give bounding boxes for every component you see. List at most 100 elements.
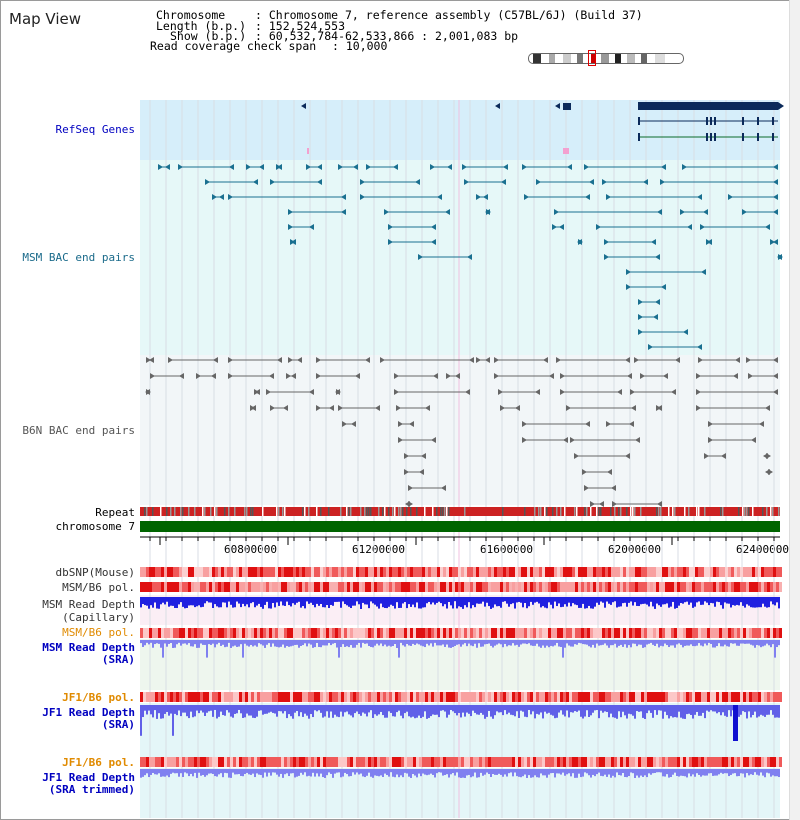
jf1-sra-depth-bar bbox=[318, 705, 320, 711]
dbsnp-heat-cell bbox=[272, 567, 275, 577]
msm-pol2-heat-cell bbox=[224, 628, 227, 638]
jf1-trim-depth-bar bbox=[716, 769, 718, 776]
jf1-sra-depth-bar bbox=[290, 705, 292, 717]
msm-cap-depth-bar bbox=[244, 597, 246, 607]
track-label-chromosome[interactable]: chromosome 7 bbox=[55, 520, 135, 533]
msm-pol2-heat-cell bbox=[701, 628, 704, 638]
msm-sra-depth-bar bbox=[290, 640, 292, 647]
dbsnp-heat-cell bbox=[680, 567, 683, 577]
dbsnp-heat-cell bbox=[419, 567, 422, 577]
track-label-refseq[interactable]: RefSeq Genes bbox=[55, 123, 135, 136]
track-label-msm-bac[interactable]: MSM BAC end pairs bbox=[22, 251, 135, 264]
b6n-bac-pair-end bbox=[627, 373, 632, 379]
track-label-jf1-pol-2[interactable]: JF1/B6 pol. bbox=[62, 756, 135, 769]
jf1-trim-depth-bar bbox=[374, 769, 376, 776]
dbsnp-heat-cell bbox=[221, 567, 224, 577]
jf1-trim-depth-bar bbox=[494, 769, 496, 775]
jf1-sra-depth-bar bbox=[166, 705, 168, 712]
msm-sra-depth-bar bbox=[676, 640, 678, 645]
msm-cap-depth-bar bbox=[690, 597, 692, 603]
jf1-sra-depth-bar bbox=[314, 705, 316, 711]
dbsnp-heat-cell bbox=[566, 567, 569, 577]
msm-cap-depth-bar bbox=[336, 597, 338, 602]
msm-cap-depth-bar bbox=[388, 597, 390, 607]
msm-cap-depth-bar bbox=[390, 597, 392, 605]
msm-pol2-heat-cell bbox=[503, 628, 506, 638]
msm-sra-depth-bar bbox=[424, 640, 426, 648]
msm-sra-depth-bar bbox=[366, 640, 368, 644]
jf1-trim-depth-bar bbox=[778, 769, 780, 778]
msm-sra-depth-bar bbox=[562, 640, 564, 658]
jf1-trim-depth-bar bbox=[720, 769, 722, 773]
track-label-msm-pol-1[interactable]: MSM/B6 pol. bbox=[62, 581, 135, 594]
msm-pol2-heat-cell bbox=[161, 628, 164, 638]
dbsnp-heat-cell bbox=[533, 567, 536, 577]
jf1-trim-depth-bar bbox=[632, 769, 634, 774]
jf1-trim-depth-bar bbox=[262, 769, 264, 778]
track-label-jf1-pol-1[interactable]: JF1/B6 pol. bbox=[62, 691, 135, 704]
msm-pol-heat-cell bbox=[410, 582, 413, 592]
msm-cap-depth-bar bbox=[494, 597, 496, 605]
msm-cap-depth-bar bbox=[394, 597, 396, 609]
b6n-bac-pair-end bbox=[535, 389, 540, 395]
jf1-pol-heat-cell bbox=[326, 692, 329, 702]
msm-pol-heat-cell bbox=[341, 582, 344, 592]
track-label-jf1-depth-sra-1[interactable]: JF1 Read Depth bbox=[42, 706, 135, 719]
track-label-dbsnp[interactable]: dbSNP(Mouse) bbox=[55, 566, 135, 579]
jf1-trim-depth-bar bbox=[692, 769, 694, 775]
repeat-element bbox=[632, 507, 634, 516]
msm-cap-depth-bar bbox=[302, 597, 304, 607]
jf1-trim-depth-bar bbox=[622, 769, 624, 774]
jf1-sra-depth-bar bbox=[490, 705, 492, 717]
track-label-msm-pol-2[interactable]: MSM/B6 pol. bbox=[62, 626, 135, 639]
msm-cap-depth-bar bbox=[648, 597, 650, 607]
msm-cap-depth-bar bbox=[308, 597, 310, 604]
msm-cap-depth-bar bbox=[144, 597, 146, 606]
track-label-jf1-depth-trim-1[interactable]: JF1 Read Depth bbox=[42, 771, 135, 784]
track-label-msm-depth-cap-1[interactable]: MSM Read Depth bbox=[42, 598, 135, 611]
track-label-msm-depth-sra-1[interactable]: MSM Read Depth bbox=[42, 641, 135, 654]
msm-sra-depth-bar bbox=[352, 640, 354, 648]
msm-pol-heat-cell bbox=[266, 582, 269, 592]
repeat-element bbox=[302, 507, 304, 516]
dbsnp-heat-cell bbox=[395, 567, 398, 577]
msm-pol2-heat-cell bbox=[308, 628, 311, 638]
jf1-trim-depth-bar bbox=[334, 769, 336, 774]
msm-sra-depth-bar bbox=[516, 640, 518, 645]
b6n-bac-pair-end bbox=[560, 373, 565, 379]
track-label-repeat[interactable]: Repeat bbox=[95, 506, 135, 519]
b6n-bac-pair-end bbox=[611, 485, 616, 491]
chromosome-ideogram[interactable] bbox=[528, 53, 684, 64]
jf1-sra-depth-bar bbox=[526, 705, 528, 718]
jf1-sra-depth-bar bbox=[750, 705, 752, 718]
dbsnp-heat-cell bbox=[146, 567, 149, 577]
repeat-element bbox=[180, 507, 182, 516]
b6n-bac-pair-end bbox=[704, 453, 709, 459]
jf1-pol-heat-cell bbox=[350, 692, 353, 702]
jf1-pol2-heat-cell bbox=[329, 757, 332, 767]
dbsnp-heat-cell bbox=[479, 567, 482, 577]
msm-bac-pair-end bbox=[384, 209, 389, 215]
msm-cap-depth-bar bbox=[466, 597, 468, 608]
msm-pol2-heat-cell bbox=[173, 628, 176, 638]
jf1-pol-heat-cell bbox=[650, 692, 653, 702]
jf1-sra-depth-bar bbox=[440, 705, 442, 711]
msm-cap-depth-bar bbox=[168, 597, 170, 607]
jf1-pol2-heat-cell bbox=[179, 757, 182, 767]
jf1-sra-depth-bar bbox=[330, 705, 332, 712]
jf1-pol2-heat-cell bbox=[764, 757, 767, 767]
jf1-pol2-heat-cell bbox=[740, 757, 743, 767]
msm-cap-depth-bar bbox=[574, 597, 576, 605]
jf1-trim-depth-bar bbox=[158, 769, 160, 774]
msm-sra-depth-bar bbox=[332, 640, 334, 644]
dbsnp-heat-cell bbox=[443, 567, 446, 577]
track-label-b6n-bac[interactable]: B6N BAC end pairs bbox=[22, 424, 135, 437]
b6n-bac-pair-end bbox=[773, 373, 778, 379]
repeat-element bbox=[464, 507, 466, 516]
vertical-scrollbar[interactable] bbox=[789, 0, 800, 820]
jf1-sra-depth-bar bbox=[424, 705, 426, 712]
msm-bac-pair-end bbox=[437, 194, 442, 200]
dbsnp-heat-cell bbox=[554, 567, 557, 577]
msm-cap-depth-bar bbox=[376, 597, 378, 607]
